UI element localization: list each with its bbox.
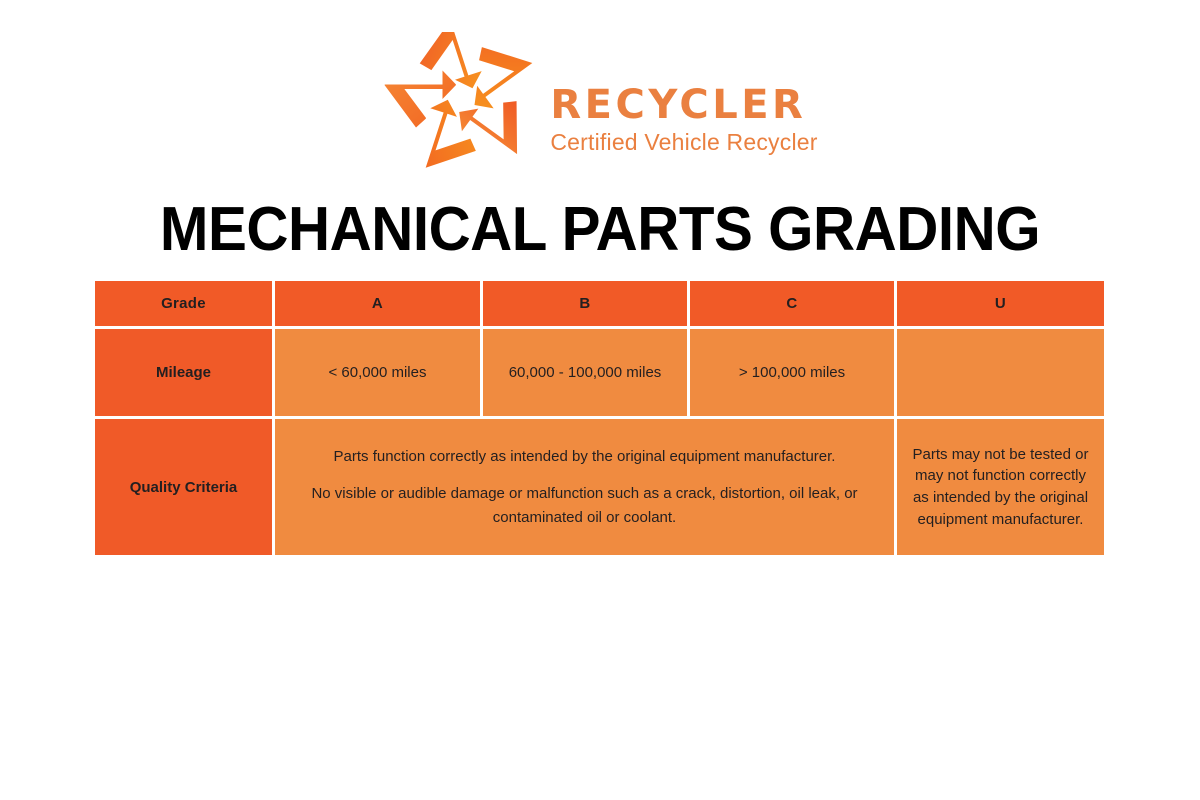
header-cell-grade: Grade <box>95 281 275 329</box>
quality-criteria-line-2: No visible or audible damage or malfunct… <box>311 485 858 526</box>
cell-quality-u: Parts may not be tested or may not funct… <box>897 419 1104 555</box>
cell-quality-abc: Parts function correctly as intended by … <box>275 419 897 555</box>
cell-mileage-b: 60,000 - 100,000 miles <box>483 329 690 419</box>
table-header-row: Grade A B C U <box>95 281 1104 329</box>
header-cell-c: C <box>690 281 897 329</box>
cell-mileage-u <box>897 329 1104 419</box>
table-row-quality-criteria: Quality Criteria Parts function correctl… <box>95 419 1104 555</box>
row-label-quality-criteria: Quality Criteria <box>95 419 275 555</box>
page-title: MECHANICAL PARTS GRADING <box>159 195 1041 264</box>
cell-mileage-a: < 60,000 miles <box>275 329 483 419</box>
logo-brand-text: RECYCLER <box>550 81 807 128</box>
header-cell-u: U <box>897 281 1104 329</box>
logo-tagline-text: Certified Vehicle Recycler <box>550 128 818 155</box>
cell-mileage-c: > 100,000 miles <box>690 329 897 419</box>
header-cell-b: B <box>483 281 690 329</box>
table-row-mileage: Mileage < 60,000 miles 60,000 - 100,000 … <box>95 329 1104 419</box>
logo-wordmark: RECYCLER Certified Vehicle Recycler <box>550 54 817 158</box>
row-label-mileage: Mileage <box>95 329 275 419</box>
mechanical-parts-grading-table: Grade A B C U Mileage < 60,000 miles 60,… <box>95 281 1104 555</box>
logo-inner: RECYCLER Certified Vehicle Recycler <box>382 31 817 180</box>
brand-logo: RECYCLER Certified Vehicle Recycler <box>0 28 1200 183</box>
header-cell-a: A <box>275 281 483 329</box>
quality-criteria-line-1: Parts function correctly as intended by … <box>333 448 836 466</box>
recycling-star-icon <box>384 31 533 168</box>
